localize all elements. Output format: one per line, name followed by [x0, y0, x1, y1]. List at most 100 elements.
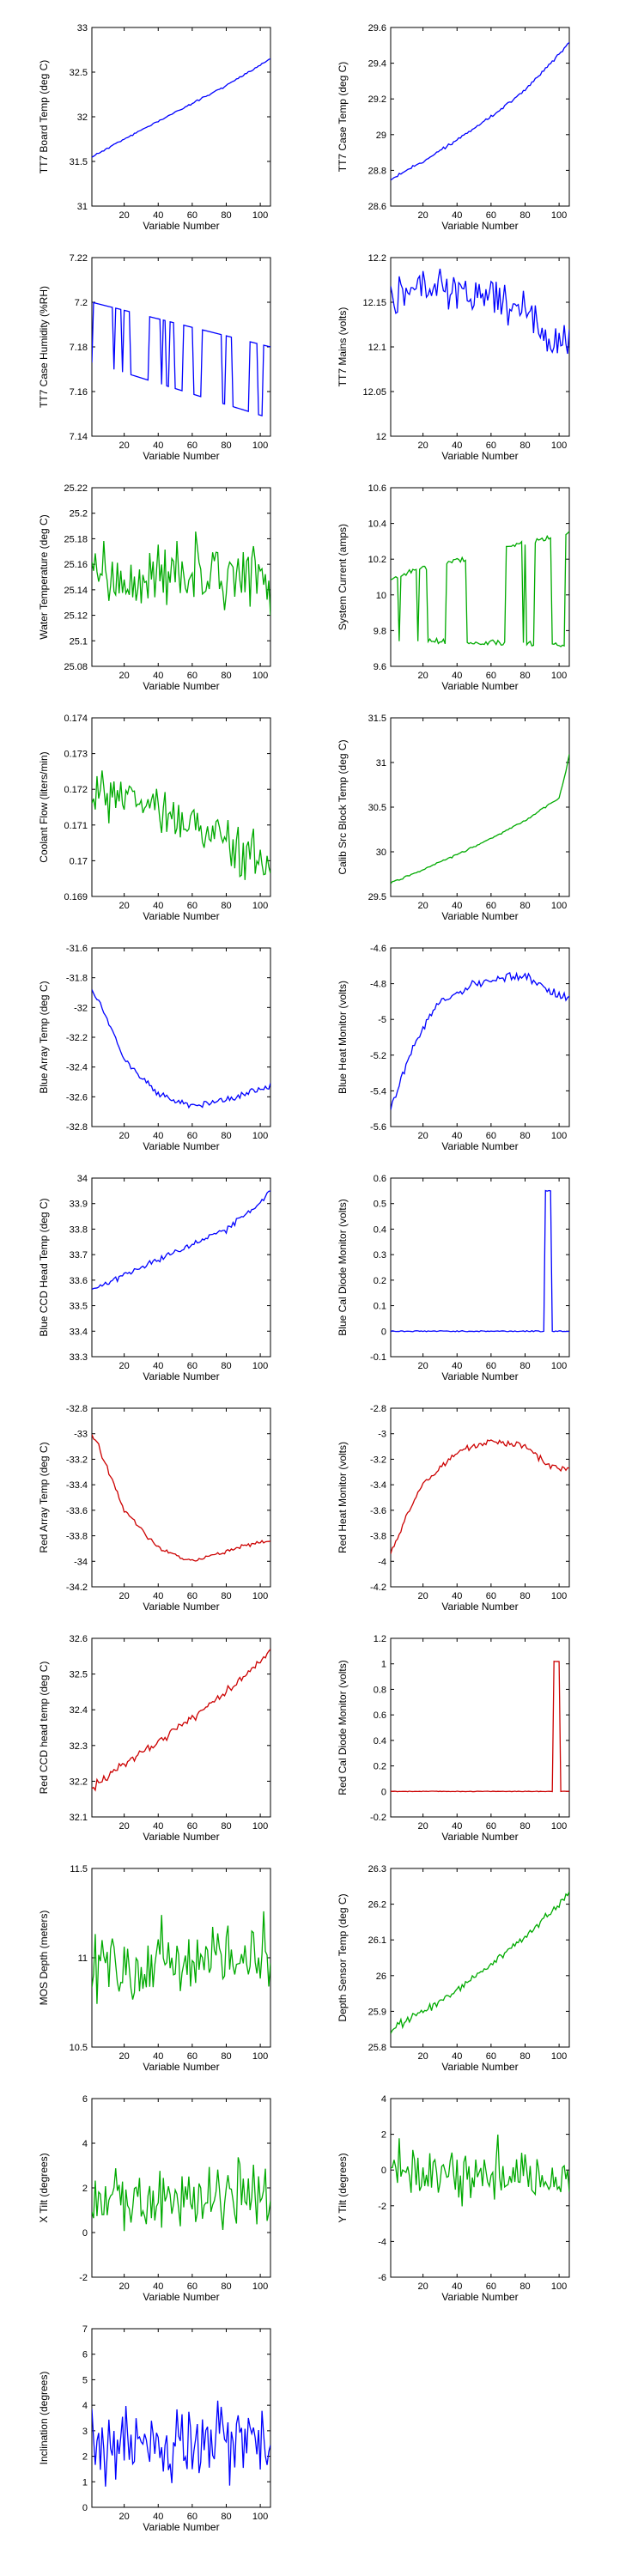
- x-tick-label: 100: [551, 1591, 567, 1601]
- y-tick-label: 29.2: [368, 94, 386, 105]
- x-tick-label: 100: [551, 440, 567, 451]
- y-axis-label: Depth Sensor Temp (deg C): [337, 1893, 349, 2021]
- series-line: [391, 531, 569, 647]
- x-axis-label: Variable Number: [143, 1370, 219, 1382]
- y-tick-label: -6: [378, 2273, 386, 2283]
- y-axis-label: TT7 Mains (volts): [337, 307, 349, 387]
- y-tick-label: 6: [82, 2094, 88, 2105]
- y-tick-label: 0.6: [374, 1174, 386, 1184]
- x-tick-label: 20: [119, 2281, 130, 2292]
- x-tick-label: 80: [519, 1591, 530, 1601]
- x-tick-label: 60: [486, 901, 496, 911]
- y-tick-label: -32.8: [66, 1404, 88, 1414]
- series-line: [391, 754, 569, 884]
- y-axis-label: Red CCD head temp (deg C): [38, 1662, 50, 1795]
- y-tick-label: 0.171: [64, 821, 88, 831]
- series-line: [391, 971, 569, 1110]
- series-line: [92, 1911, 270, 2004]
- series-line: [92, 2400, 270, 2487]
- y-tick-label: 31: [77, 202, 88, 212]
- x-axis-label: Variable Number: [143, 680, 219, 692]
- y-tick-label: 25.08: [64, 662, 88, 672]
- y-tick-label: 12.1: [368, 343, 386, 353]
- y-tick-label: -2: [79, 2273, 88, 2283]
- y-tick-label: 28.8: [368, 166, 386, 176]
- x-tick-label: 100: [551, 1821, 567, 1832]
- x-tick-label: 60: [486, 1821, 496, 1832]
- x-tick-label: 80: [221, 2512, 231, 2522]
- x-tick-label: 80: [221, 671, 231, 681]
- x-tick-label: 40: [153, 1131, 163, 1141]
- x-tick-label: 40: [452, 2051, 462, 2062]
- x-tick-label: 20: [119, 1131, 130, 1141]
- y-tick-label: 10.4: [368, 519, 386, 530]
- x-tick-label: 100: [551, 2051, 567, 2062]
- x-tick-label: 40: [153, 440, 163, 451]
- chart-panel: 33.3 33.4 33.5 33.6 33.7 33.8 33.9 34 20 40 60 80 10…: [38, 1174, 271, 1382]
- y-tick-label: 10.2: [368, 555, 386, 565]
- y-tick-label: 26.1: [368, 1935, 386, 1946]
- y-tick-label: -5.2: [370, 1051, 386, 1061]
- y-tick-label: 33.6: [70, 1276, 88, 1286]
- y-axis-label: Calib Src Block Temp (deg C): [337, 739, 349, 874]
- y-tick-label: -2: [378, 2202, 386, 2212]
- x-tick-label: 100: [252, 2281, 268, 2292]
- x-tick-label: 80: [221, 440, 231, 451]
- x-tick-label: 40: [153, 2512, 163, 2522]
- y-tick-label: 30: [376, 848, 386, 858]
- chart-panel: 31 31.5 32 32.5 33 20 40 60 80 100 Variable Number…: [38, 23, 271, 232]
- y-tick-label: 32.3: [70, 1741, 88, 1752]
- x-tick-label: 60: [486, 1131, 496, 1141]
- series-line: [391, 1661, 569, 1793]
- series-line: [92, 2157, 270, 2232]
- y-tick-label: 26.2: [368, 1900, 386, 1911]
- x-tick-label: 80: [221, 1591, 231, 1601]
- y-tick-label: -4.2: [370, 1583, 386, 1593]
- x-tick-label: 100: [551, 901, 567, 911]
- x-axis-label: Variable Number: [143, 910, 219, 922]
- x-tick-label: 20: [119, 440, 130, 451]
- x-tick-label: 20: [418, 1361, 428, 1371]
- x-tick-label: 40: [153, 210, 163, 221]
- y-tick-label: -31.8: [66, 974, 88, 984]
- chart-panel: -0.2 0 0.2 0.4 0.6 0.8 1 1.2 20 40 60 80 100 Variable…: [337, 1634, 570, 1843]
- y-axis-label: Water Temperature (deg C): [38, 514, 50, 639]
- y-tick-label: -31.6: [66, 944, 88, 954]
- series-line: [391, 268, 569, 355]
- x-tick-label: 80: [519, 210, 530, 221]
- y-tick-label: 10: [376, 591, 386, 601]
- x-axis-label: Variable Number: [143, 1831, 219, 1843]
- series-line: [391, 1439, 569, 1554]
- y-tick-label: 11: [78, 1953, 88, 1964]
- x-axis-label: Variable Number: [441, 220, 518, 232]
- y-tick-label: 12.2: [368, 253, 386, 264]
- y-tick-label: 0.2: [374, 1276, 386, 1286]
- chart-panel: -5.6 -5.4 -5.2 -5 -4.8 -4.6 20 40 60 80 100 Variabl…: [337, 944, 570, 1152]
- x-tick-label: 20: [418, 210, 428, 221]
- y-tick-label: 33.7: [70, 1250, 88, 1261]
- y-tick-label: -3: [378, 1430, 386, 1440]
- x-tick-label: 20: [119, 671, 130, 681]
- y-axis-label: MOS Depth (meters): [38, 1911, 50, 2006]
- series-line: [92, 58, 270, 158]
- plot-frame: [91, 1177, 271, 1358]
- y-tick-label: 25.14: [64, 586, 88, 596]
- chart-panel: 10.5 11 11.5 20 40 60 80 100 Variable Number MOS …: [38, 1864, 271, 2073]
- x-tick-label: 60: [187, 1821, 197, 1832]
- y-tick-label: 0.4: [374, 1736, 386, 1747]
- x-tick-label: 20: [119, 210, 130, 221]
- x-tick-label: 100: [252, 1131, 268, 1141]
- x-tick-label: 60: [187, 440, 197, 451]
- x-tick-label: 20: [119, 2051, 130, 2062]
- x-tick-label: 80: [221, 1821, 231, 1832]
- y-tick-label: 7: [82, 2324, 88, 2335]
- y-tick-label: -4.8: [370, 980, 386, 990]
- y-tick-label: -33.6: [66, 1506, 88, 1516]
- y-tick-label: 0: [82, 2228, 88, 2239]
- x-tick-label: 80: [221, 2051, 231, 2062]
- y-tick-label: 0.169: [64, 892, 88, 902]
- y-tick-label: -32.2: [66, 1033, 88, 1043]
- chart-panel: 32.1 32.2 32.3 32.4 32.5 32.6 20 40 60 80 100 Varia…: [38, 1634, 271, 1843]
- plot-frame: [91, 717, 271, 897]
- x-axis-label: Variable Number: [143, 450, 219, 462]
